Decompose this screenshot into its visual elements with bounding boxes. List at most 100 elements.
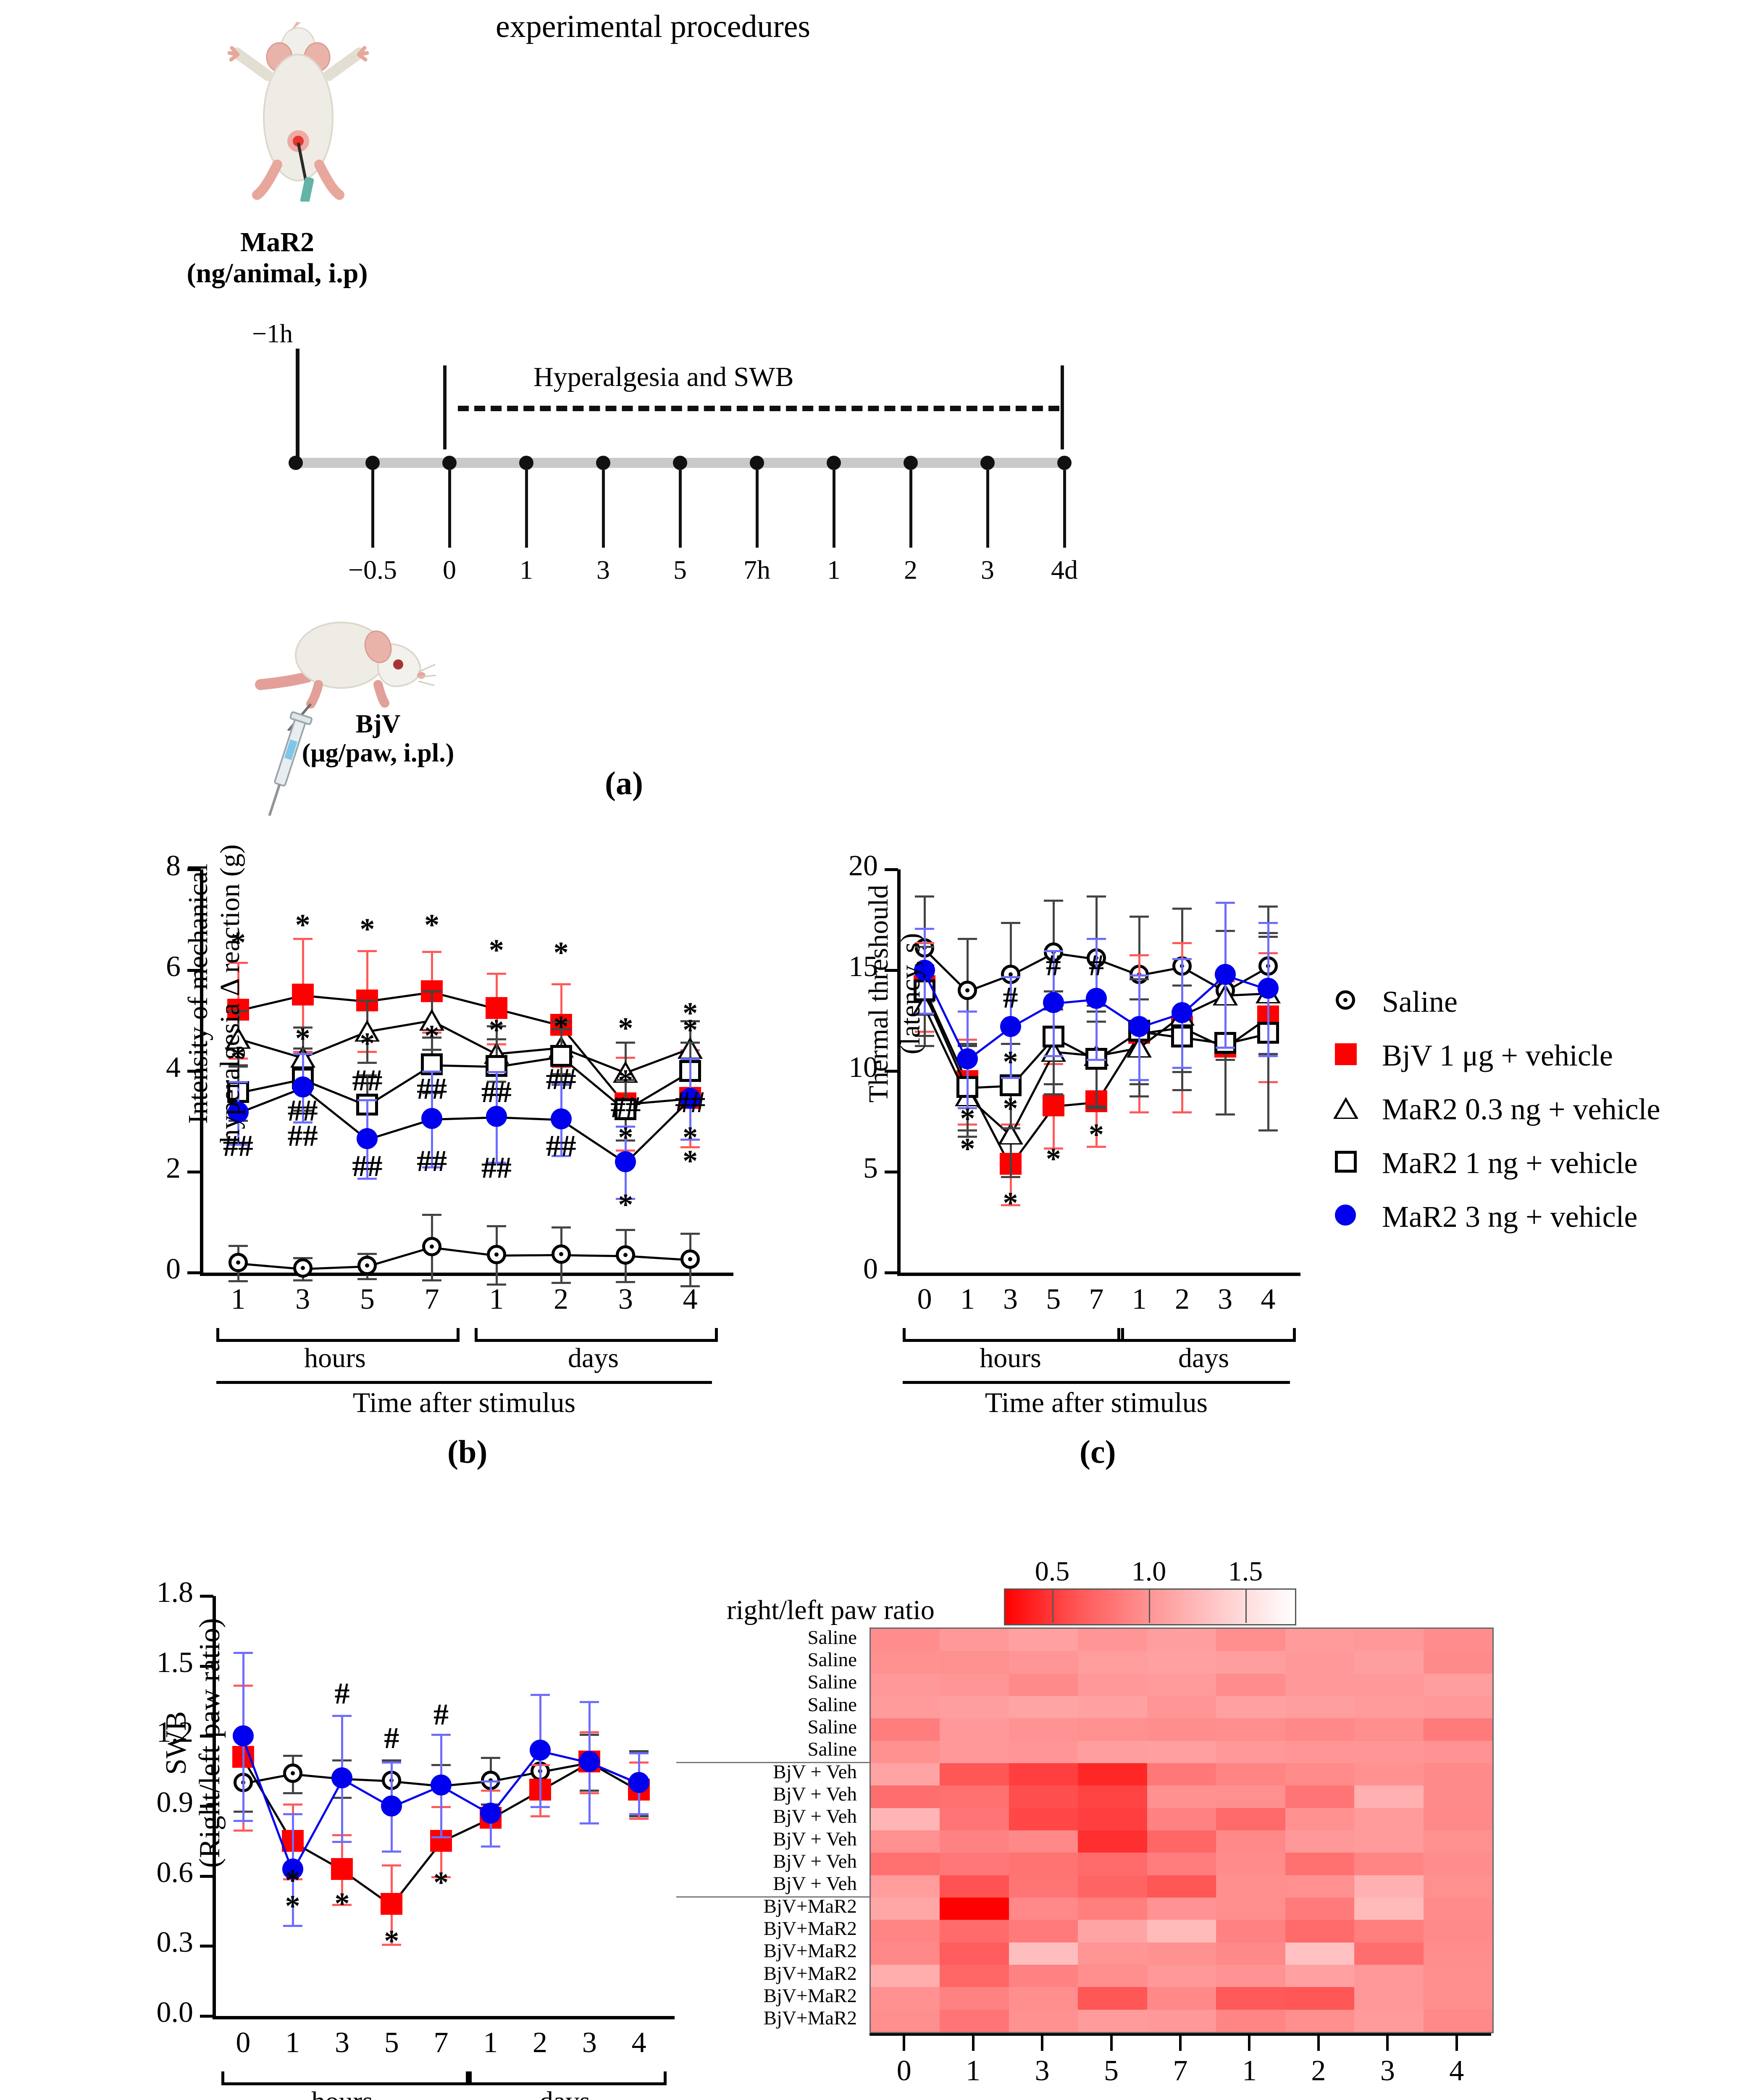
x-tick-label: 3 xyxy=(1003,1283,1018,1315)
x-axis-title: Time after stimulus xyxy=(352,1386,576,1418)
heatmap-cell xyxy=(1423,1920,1492,1942)
significance-marker: ## xyxy=(546,1062,576,1096)
error-cap xyxy=(357,1099,377,1102)
legend-label: BjV 1 μg + vehicle xyxy=(1382,1039,1613,1072)
x-tick-label: 1 xyxy=(231,1283,246,1315)
heatmap-cell xyxy=(871,1740,940,1763)
time-underline xyxy=(216,1381,712,1384)
heatmap-cell xyxy=(1009,1830,1078,1853)
heatmap-cell xyxy=(1423,1651,1492,1674)
timeline-stem xyxy=(756,470,759,548)
error-cap xyxy=(1001,1204,1020,1206)
y-tick-label: 1.8 xyxy=(156,1576,194,1609)
heatmap-cell xyxy=(940,1785,1009,1808)
error-cap xyxy=(680,1146,700,1148)
error-cap xyxy=(915,1012,935,1015)
panel-a-experimental-procedures: experimental procedures xyxy=(0,0,1134,823)
legend-label: MaR2 1 ng + vehicle xyxy=(1382,1146,1638,1180)
x-tick-label: 5 xyxy=(360,1283,375,1315)
error-cap xyxy=(233,1652,253,1654)
x-tick-label: 7 xyxy=(433,2026,449,2059)
y-axis xyxy=(897,869,901,1274)
heatmap-cell xyxy=(871,1897,940,1920)
y-tick xyxy=(885,1171,898,1173)
error-cap xyxy=(228,1010,248,1012)
error-cap xyxy=(1172,942,1192,944)
error-cap xyxy=(382,1761,402,1764)
error-cap xyxy=(915,1045,935,1047)
heatmap-cell xyxy=(1216,1875,1285,1898)
y-tick-label: 0.3 xyxy=(156,1926,194,1959)
x-tick-label: 4 xyxy=(1261,1283,1276,1315)
error-cap xyxy=(530,1694,550,1696)
error-cap xyxy=(293,1257,313,1259)
heatmap-cell xyxy=(1354,1740,1424,1763)
y-tick xyxy=(200,1874,213,1878)
data-point-filled-circle xyxy=(1086,988,1107,1009)
error-cap xyxy=(486,1162,506,1164)
legend-marker-filled-circle xyxy=(1335,1205,1356,1226)
heatmap-row-label: BjV+MaR2 xyxy=(763,1985,857,2007)
panel-a-caption: (a) xyxy=(605,765,643,801)
error-cap xyxy=(293,1053,313,1055)
heatmap-cell xyxy=(1147,1830,1216,1853)
significance-marker: ## xyxy=(417,1144,447,1178)
error-cap xyxy=(1258,1055,1278,1057)
heatmap-row-label: Saline xyxy=(807,1693,857,1716)
timeline-dot xyxy=(673,456,687,470)
data-point-filled-circle xyxy=(331,1767,353,1789)
heatmap-cell xyxy=(1078,1808,1147,1830)
error-cap xyxy=(431,1836,451,1839)
timeline-dot xyxy=(365,456,380,470)
y-tick xyxy=(187,1070,201,1073)
data-point-filled-circle xyxy=(1214,963,1236,985)
heatmap-cell xyxy=(1423,1830,1492,1853)
timeline-dot xyxy=(750,456,764,470)
heatmap-cell xyxy=(1423,1673,1492,1696)
data-point-filled-circle xyxy=(1172,1002,1193,1023)
error-cap xyxy=(233,1829,253,1832)
hours-bracket xyxy=(221,2071,469,2085)
heatmap-cell xyxy=(1009,1785,1078,1808)
error-cap xyxy=(332,1904,352,1906)
x-tick-label: 0 xyxy=(917,1283,932,1315)
heatmap-row-label: BjV+MaR2 xyxy=(763,2007,857,2029)
error-cap xyxy=(915,1034,935,1037)
heatmap-cell xyxy=(940,1830,1009,1853)
heatmap-cell xyxy=(871,1673,940,1696)
error-cap xyxy=(422,1037,442,1039)
significance-marker: # xyxy=(334,1677,350,1711)
heatmap-cell xyxy=(940,1740,1009,1763)
error-cap xyxy=(1087,1107,1106,1110)
data-point-filled-circle xyxy=(480,1802,501,1824)
heatmap-cell xyxy=(1078,1785,1147,1808)
syringe-icon xyxy=(260,710,315,823)
days-bracket xyxy=(474,1328,718,1342)
error-cap xyxy=(629,1817,649,1820)
error-cap xyxy=(551,1028,571,1030)
error-cap xyxy=(422,1166,442,1168)
data-point-open-circle xyxy=(551,1244,571,1264)
error-cap xyxy=(431,1733,451,1736)
heatmap-cell xyxy=(1147,1875,1216,1898)
heatmap-cell xyxy=(1078,1629,1147,1651)
timeline-dot xyxy=(289,456,303,470)
heatmap-row-label: Saline xyxy=(807,1716,857,1738)
x-tick-label: 0 xyxy=(236,2026,251,2059)
heatmap-cell xyxy=(1009,1875,1078,1898)
heatmap-row-label: BjV + Veh xyxy=(773,1873,857,1895)
timeline-dot xyxy=(596,456,610,470)
x-tick-label: 7 xyxy=(424,1283,439,1315)
error-cap xyxy=(1215,901,1235,904)
y-tick xyxy=(200,1735,213,1738)
data-point-filled-square xyxy=(1042,1094,1064,1116)
heatmap-x-tick xyxy=(1455,2036,1458,2051)
heatmap-x-tick xyxy=(1248,2036,1251,2051)
error-cap xyxy=(616,1125,636,1128)
heatmap-cell xyxy=(1285,1830,1355,1853)
significance-marker: * xyxy=(489,933,504,967)
error-cap xyxy=(283,1813,302,1815)
x-tick-label: 5 xyxy=(1046,1283,1061,1315)
significance-marker: * xyxy=(360,1026,375,1060)
heatmap-group-separator xyxy=(676,1896,869,1898)
